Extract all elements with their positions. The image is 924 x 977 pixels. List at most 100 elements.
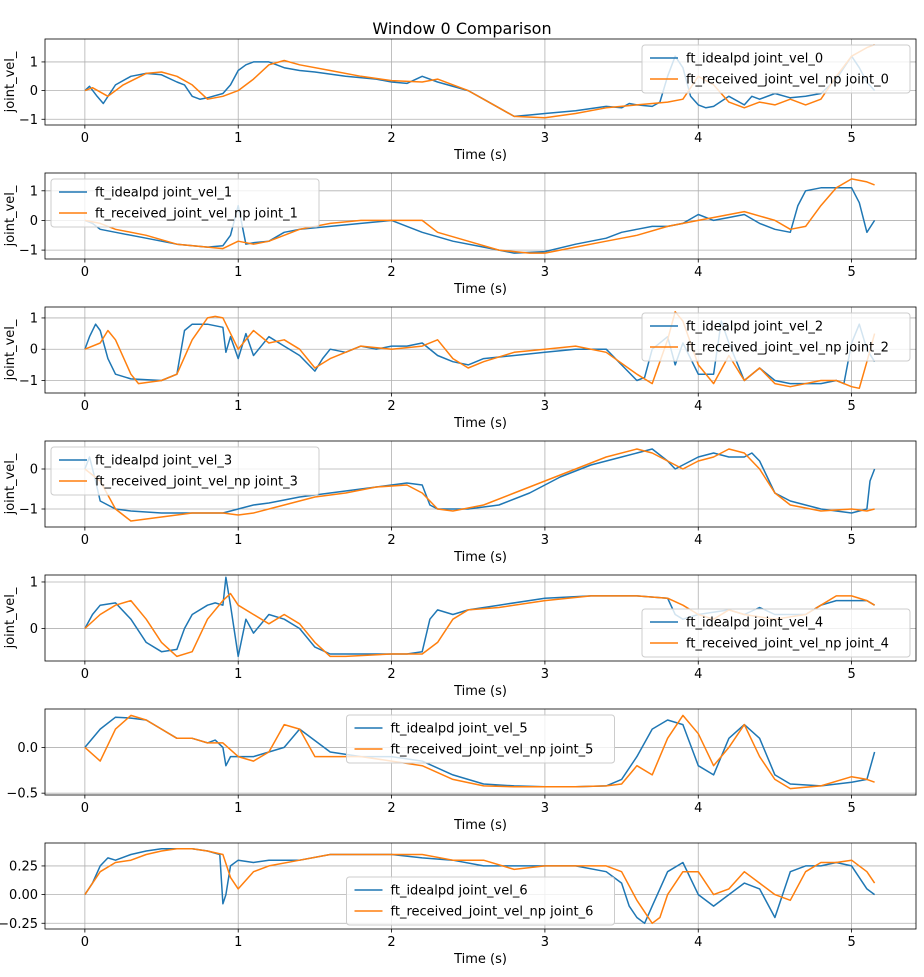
x-axis-label: Time (s) <box>453 818 507 833</box>
axes-frame <box>44 574 917 662</box>
x-tick-label: 0 <box>81 935 89 950</box>
x-tick-label: 2 <box>387 399 395 414</box>
y-tick-label: 0 <box>30 463 38 478</box>
legend-label: ft_idealpd joint_vel_1 <box>95 186 232 201</box>
legend-box <box>346 876 615 926</box>
x-tick-label: 3 <box>541 131 549 146</box>
x-tick-label: 1 <box>234 131 242 146</box>
x-tick-label: 3 <box>541 265 549 280</box>
x-tick-label: 2 <box>387 935 395 950</box>
x-tick-label: 5 <box>847 399 855 414</box>
x-tick-label: 2 <box>387 667 395 682</box>
x-tick-label: 0 <box>81 801 89 816</box>
legend-label: ft_idealpd joint_vel_0 <box>686 52 823 67</box>
y-tick-label: 1 <box>30 311 38 326</box>
legend-label: ft_received_joint_vel_np joint_0 <box>686 73 889 88</box>
x-tick-label: 1 <box>234 533 242 548</box>
x-tick-label: 5 <box>847 935 855 950</box>
x-tick-label: 1 <box>234 265 242 280</box>
x-tick-label: 4 <box>694 533 702 548</box>
axes-frame <box>44 38 917 126</box>
x-axis-label: Time (s) <box>453 550 507 565</box>
series-line-1 <box>84 714 875 790</box>
legend-label: ft_received_joint_vel_np joint_6 <box>391 905 594 920</box>
x-tick-label: 2 <box>387 131 395 146</box>
x-tick-label: 0 <box>81 131 89 146</box>
y-tick-label: −0.25 <box>0 917 38 932</box>
legend-label: ft_received_joint_vel_np joint_1 <box>95 207 298 222</box>
x-tick-label: 2 <box>387 801 395 816</box>
axes-frame <box>44 842 917 930</box>
legend: ft_idealpd joint_vel_4 ft_received_joint_… <box>641 608 911 658</box>
series-line-1 <box>84 178 875 254</box>
x-tick-label: 5 <box>847 533 855 548</box>
x-tick-label: 0 <box>81 667 89 682</box>
y-tick-label: 0.0 <box>17 741 38 756</box>
x-tick-label: 4 <box>694 265 702 280</box>
legend-label: ft_idealpd joint_vel_2 <box>686 320 823 335</box>
legend: ft_idealpd joint_vel_0 ft_received_joint_… <box>641 44 911 94</box>
y-axis-label: joint_vel_ <box>3 587 18 649</box>
y-axis-label: joint_vel_ <box>3 185 18 247</box>
x-tick-label: 5 <box>847 801 855 816</box>
legend-box <box>346 714 615 764</box>
x-axis-label: Time (s) <box>453 282 507 297</box>
x-tick-label: 5 <box>847 265 855 280</box>
axes-frame <box>44 708 917 796</box>
y-tick-label: −1 <box>19 244 38 259</box>
y-tick-label: −0.5 <box>6 787 38 802</box>
x-tick-label: 1 <box>234 399 242 414</box>
x-axis-label: Time (s) <box>453 952 507 967</box>
y-tick-label: 0 <box>30 84 38 99</box>
legend-label: ft_idealpd joint_vel_6 <box>391 884 528 899</box>
legend-box <box>641 608 911 658</box>
legend-label: ft_idealpd joint_vel_3 <box>95 454 232 469</box>
subplot-5: 0 1 2 3 4 5 −0.5 0.0 Time (s) ft_idealpd joint_ve… <box>6 708 917 833</box>
x-tick-label: 3 <box>541 399 549 414</box>
x-tick-label: 3 <box>541 801 549 816</box>
y-tick-label: −1 <box>19 503 38 518</box>
legend: ft_idealpd joint_vel_6 ft_received_joint_… <box>346 876 615 926</box>
legend: ft_idealpd joint_vel_3 ft_received_joint_… <box>50 446 320 496</box>
x-tick-label: 1 <box>234 935 242 950</box>
x-tick-label: 4 <box>694 935 702 950</box>
y-tick-label: −1 <box>19 113 38 128</box>
subplots: 0 1 2 3 4 5 −1 0 1 Time (s) joint_vel_ ft_idealpd j… <box>0 38 917 967</box>
x-axis-label: Time (s) <box>453 684 507 699</box>
x-tick-label: 4 <box>694 131 702 146</box>
legend-box <box>641 312 911 362</box>
x-axis-label: Time (s) <box>453 416 507 431</box>
x-tick-label: 2 <box>387 533 395 548</box>
x-tick-label: 1 <box>234 667 242 682</box>
series-line-1 <box>84 310 876 390</box>
x-tick-label: 1 <box>234 801 242 816</box>
x-tick-label: 3 <box>541 935 549 950</box>
x-tick-label: 4 <box>694 801 702 816</box>
legend-box <box>50 178 320 228</box>
subplot-0: 0 1 2 3 4 5 −1 0 1 Time (s) joint_vel_ ft_idealpd j… <box>3 38 917 163</box>
x-tick-label: 4 <box>694 667 702 682</box>
x-tick-label: 0 <box>81 533 89 548</box>
y-tick-label: 0.00 <box>9 888 38 903</box>
x-tick-label: 0 <box>81 265 89 280</box>
axes-frame <box>44 306 917 394</box>
legend-label: ft_received_joint_vel_np joint_5 <box>391 743 594 758</box>
legend-label: ft_received_joint_vel_np joint_2 <box>686 341 889 356</box>
legend-box <box>50 446 320 496</box>
series-line-0 <box>84 187 876 254</box>
x-tick-label: 5 <box>847 131 855 146</box>
series-line-1 <box>84 847 876 925</box>
x-tick-label: 3 <box>541 667 549 682</box>
subplot-6: 0 1 2 3 4 5 −0.25 0.00 0.25 Time (s) ft_idealpd jo… <box>0 842 917 967</box>
legend-label: ft_received_joint_vel_np joint_4 <box>686 637 889 652</box>
legend: ft_idealpd joint_vel_1 ft_received_joint_… <box>50 178 320 228</box>
y-axis-label: joint_vel_ <box>3 453 18 515</box>
legend-label: ft_idealpd joint_vel_4 <box>686 616 823 631</box>
subplot-3: 0 1 2 3 4 5 −1 0 Time (s) joint_vel_ ft_idealpd jo… <box>3 440 917 565</box>
x-tick-label: 5 <box>847 667 855 682</box>
y-axis-label: joint_vel_ <box>3 51 18 113</box>
x-axis-label: Time (s) <box>453 148 507 163</box>
x-tick-label: 0 <box>81 399 89 414</box>
y-tick-label: 0 <box>30 622 38 637</box>
